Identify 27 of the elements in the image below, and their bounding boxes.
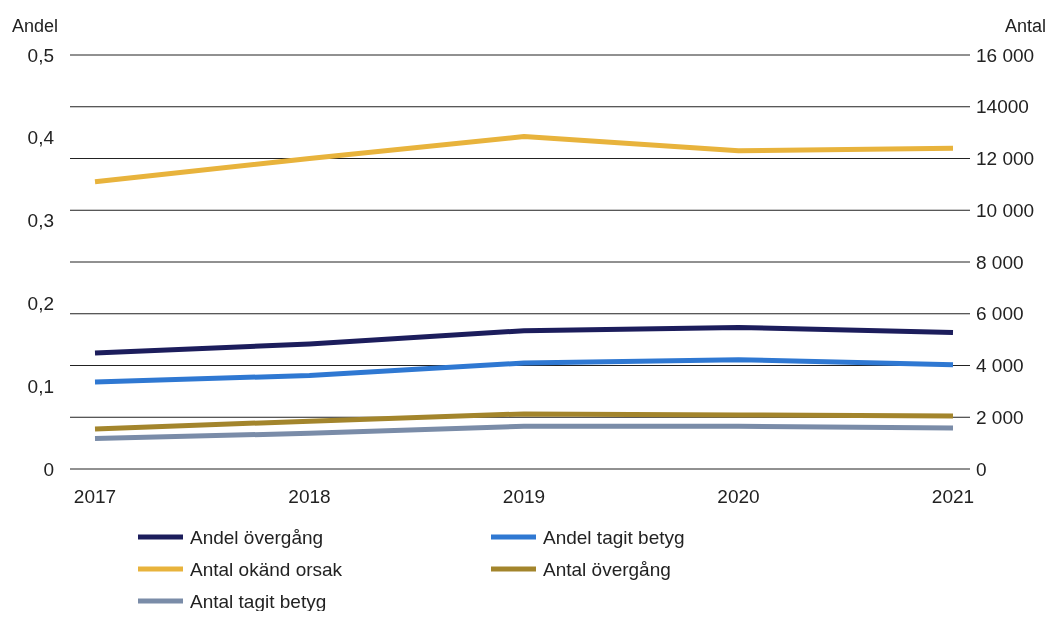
y2-tick-label: 0 bbox=[976, 458, 987, 480]
y-axis-title: Andel bbox=[12, 16, 59, 36]
x-tick-label: 2019 bbox=[502, 486, 546, 507]
legend-label: Antal övergång bbox=[543, 558, 671, 580]
y2-tick-label: 12 000 bbox=[976, 148, 1035, 170]
y2-tick-label: 14000 bbox=[976, 96, 1029, 118]
y-tick-label: 0,2 bbox=[27, 293, 54, 315]
legend-label: Antal tagit betyg bbox=[190, 590, 327, 612]
y2-tick-label: 10 000 bbox=[976, 199, 1035, 221]
y-tick-label: 0,5 bbox=[27, 44, 54, 66]
y2-tick-label: 4 000 bbox=[976, 355, 1024, 377]
x-tick-label: 2021 bbox=[931, 486, 975, 507]
y2-tick-label: 16 000 bbox=[976, 44, 1035, 66]
y-tick-label: 0,4 bbox=[27, 127, 55, 149]
legend-label: Antal okänd orsak bbox=[190, 558, 343, 580]
y2-axis-title: Antal bbox=[1004, 16, 1046, 36]
y-tick-label: 0,3 bbox=[27, 210, 54, 232]
x-tick-label: 2018 bbox=[288, 486, 331, 507]
y2-tick-label: 2 000 bbox=[976, 406, 1024, 428]
y2-tick-label: 8 000 bbox=[976, 251, 1024, 273]
x-tick-label: 2017 bbox=[73, 486, 117, 507]
legend-label: Andel övergång bbox=[190, 526, 324, 548]
y-tick-label: 0,1 bbox=[27, 375, 54, 397]
y-tick-label: 0 bbox=[43, 458, 54, 480]
x-tick-label: 2020 bbox=[717, 486, 760, 507]
y2-tick-label: 6 000 bbox=[976, 303, 1024, 325]
legend-label: Andel tagit betyg bbox=[543, 526, 685, 548]
